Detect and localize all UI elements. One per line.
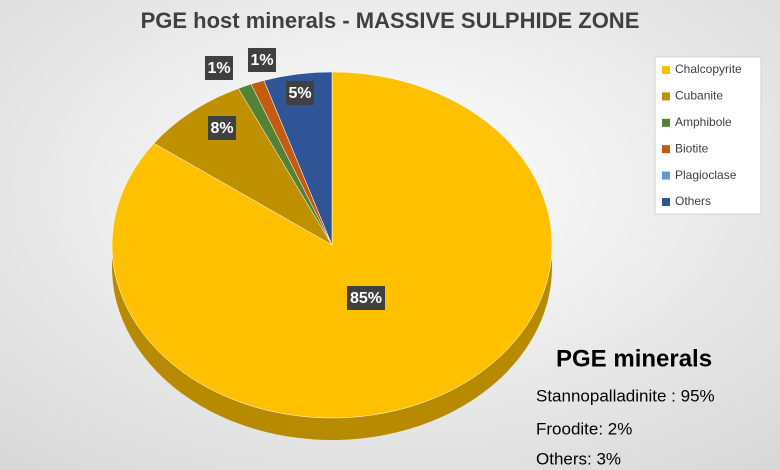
annotation-line: Others: 3% [536, 449, 621, 468]
slice [263, 71, 333, 246]
legend-swatch [662, 92, 670, 101]
legend-swatch [662, 198, 670, 206]
legend-label: Biotite [675, 141, 709, 155]
legend-label: Others [675, 194, 711, 208]
data-label-box [205, 56, 233, 80]
data-label: 1% [207, 60, 230, 77]
slice [153, 88, 333, 246]
data-label-box [208, 116, 236, 140]
legend-swatch [662, 66, 670, 74]
legend-label: Plagioclase [675, 168, 737, 182]
data-label: 5% [288, 85, 311, 102]
data-label: 8% [210, 120, 233, 137]
legend-box [654, 56, 762, 215]
legend-swatch [662, 171, 670, 180]
data-label-box [248, 48, 276, 72]
legend-label: Cubanite [675, 89, 723, 103]
data-label: 85% [350, 290, 382, 307]
annotation-line: Froodite: 2% [536, 419, 632, 438]
data-label-box [347, 286, 385, 310]
annotation-line: Stannopalladinite : 95% [536, 386, 715, 405]
legend-label: Amphibole [675, 115, 732, 129]
chart-title: PGE host minerals - MASSIVE SULPHIDE ZON… [141, 8, 640, 33]
legend-swatch [662, 118, 670, 127]
legend-swatch [662, 145, 670, 154]
data-label-box [286, 81, 314, 105]
annotation-title: PGE minerals [556, 345, 712, 372]
legend-label: Chalcopyrite [675, 62, 742, 76]
data-label: 1% [250, 52, 273, 69]
